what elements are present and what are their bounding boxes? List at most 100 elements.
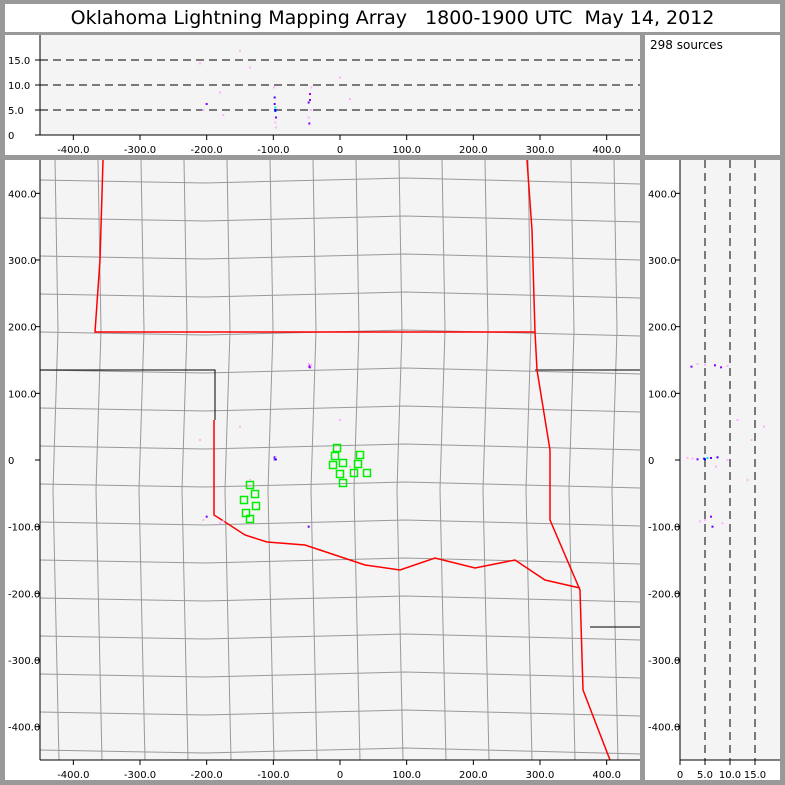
lma-station (338, 478, 348, 488)
state-border-red (94, 159, 535, 333)
county-border (39, 367, 641, 375)
state-border-red (526, 159, 611, 761)
plot-title: Oklahoma Lightning Mapping Array 1800-19… (5, 4, 780, 32)
county-border (39, 595, 641, 603)
x-tick-label: 200.0 (459, 145, 488, 155)
lightning-source (219, 522, 221, 525)
lightning-source (199, 439, 201, 441)
x-tick-label: -400.0 (57, 145, 89, 155)
lightning-source (746, 479, 749, 481)
lightning-source (704, 363, 706, 366)
y-tick-label: 200.0 (648, 323, 677, 334)
y-tick-label: -400.0 (648, 723, 680, 734)
lightning-source (699, 520, 701, 523)
lightning-source (239, 50, 241, 52)
county-border (52, 159, 60, 761)
plan-view-map: 400.0 300.0 200.0 100.0 0 -100.0 -200.0 -300.0 -… (8, 159, 641, 781)
lightning-source (310, 365, 313, 367)
lma-station (362, 468, 372, 478)
county-border (353, 159, 361, 761)
lightning-source (686, 457, 689, 459)
lma-station (335, 469, 345, 479)
county-border (39, 481, 641, 489)
x-tick-label: -100.0 (257, 770, 289, 780)
lightning-source (275, 457, 277, 459)
lightning-source (308, 122, 311, 125)
lightning-source (309, 363, 312, 366)
county-border (95, 159, 103, 761)
altitude-tick-label: 15.0 (744, 770, 766, 780)
lightning-source (222, 520, 225, 523)
lightning-source (199, 62, 201, 65)
altitude-tick-label: 5.0 (8, 106, 24, 117)
y-tick-label: 400.0 (8, 189, 37, 200)
y-tick-label: 0 (8, 456, 14, 467)
lma-station (245, 514, 255, 524)
lightning-source (239, 425, 241, 428)
lightning-source (696, 458, 699, 461)
lma-station (349, 468, 359, 478)
altitude-vs-y-plot: 400.0 300.0 200.0 100.0 0 -100.0 -200.0 -300.0 -… (648, 160, 780, 781)
altitude-vs-x-plot: 15.0 10.0 5.0 0 -400.0 -300.0 -200.0 -100.0 0 100… (8, 35, 640, 156)
county-border (39, 671, 641, 679)
lightning-source (706, 457, 709, 459)
lightning-source (273, 103, 276, 105)
y-tick-label: -400.0 (8, 723, 40, 734)
county-border (39, 747, 641, 755)
lma-station (328, 460, 338, 470)
plan-view-panel: 400.0 300.0 200.0 100.0 0 -100.0 -200.0 -300.0 -… (5, 159, 641, 781)
lightning-source (205, 103, 208, 105)
lightning-source (710, 515, 712, 518)
lightning-source (710, 457, 712, 459)
source-count: 298 sources (650, 38, 723, 52)
source-count-box: 298 sources (645, 35, 780, 155)
lma-station (251, 501, 261, 511)
x-tick-label: 0 (337, 145, 343, 155)
lightning-source (339, 419, 341, 421)
lma-station (338, 458, 348, 468)
altitude-tick-label: 0 (8, 131, 14, 142)
lightning-source (349, 98, 351, 100)
altitude-tick-label: 15.0 (8, 56, 30, 67)
x-tick-label: 100.0 (392, 770, 421, 780)
lightning-source (715, 465, 717, 468)
x-tick-label: 400.0 (592, 145, 621, 155)
lightning-source (205, 515, 208, 518)
x-tick-label: -300.0 (124, 770, 156, 780)
lightning-source (711, 525, 714, 528)
county-border (482, 159, 490, 761)
x-tick-label: 100.0 (392, 145, 421, 155)
y-tick-label: 300.0 (8, 256, 37, 267)
lma-station (353, 459, 363, 469)
lma-station (239, 495, 249, 505)
y-tick-label: -200.0 (648, 589, 680, 600)
county-border (525, 159, 533, 761)
altitude-vs-x-panel: 15.0 10.0 5.0 0 -400.0 -300.0 -200.0 -100.0 0 100… (5, 35, 640, 156)
x-tick-label: 400.0 (592, 770, 621, 780)
lightning-source (716, 456, 719, 459)
lightning-source (721, 522, 724, 525)
lightning-source (275, 126, 277, 129)
lightning-source (309, 99, 311, 101)
county-border (181, 159, 189, 761)
y-tick-label: 200.0 (8, 323, 37, 334)
lightning-source (274, 458, 277, 461)
lightning-source (691, 457, 694, 460)
lma-station (330, 451, 340, 461)
lightning-source (714, 364, 716, 367)
county-border (39, 633, 641, 641)
altitude-tick-label: 0 (677, 770, 683, 780)
county-border (310, 159, 318, 761)
lightning-source (309, 109, 312, 111)
lightning-source (307, 116, 310, 119)
lightning-source (249, 479, 251, 481)
lightning-source (339, 76, 341, 79)
lightning-source (309, 366, 311, 369)
x-tick-label: 200.0 (459, 770, 488, 780)
county-border (39, 177, 641, 185)
x-tick-label: -200.0 (191, 145, 223, 155)
state-border (40, 369, 216, 420)
altitude-tick-label: 5.0 (697, 770, 713, 780)
lightning-source (274, 121, 277, 124)
lightning-source (307, 525, 310, 528)
